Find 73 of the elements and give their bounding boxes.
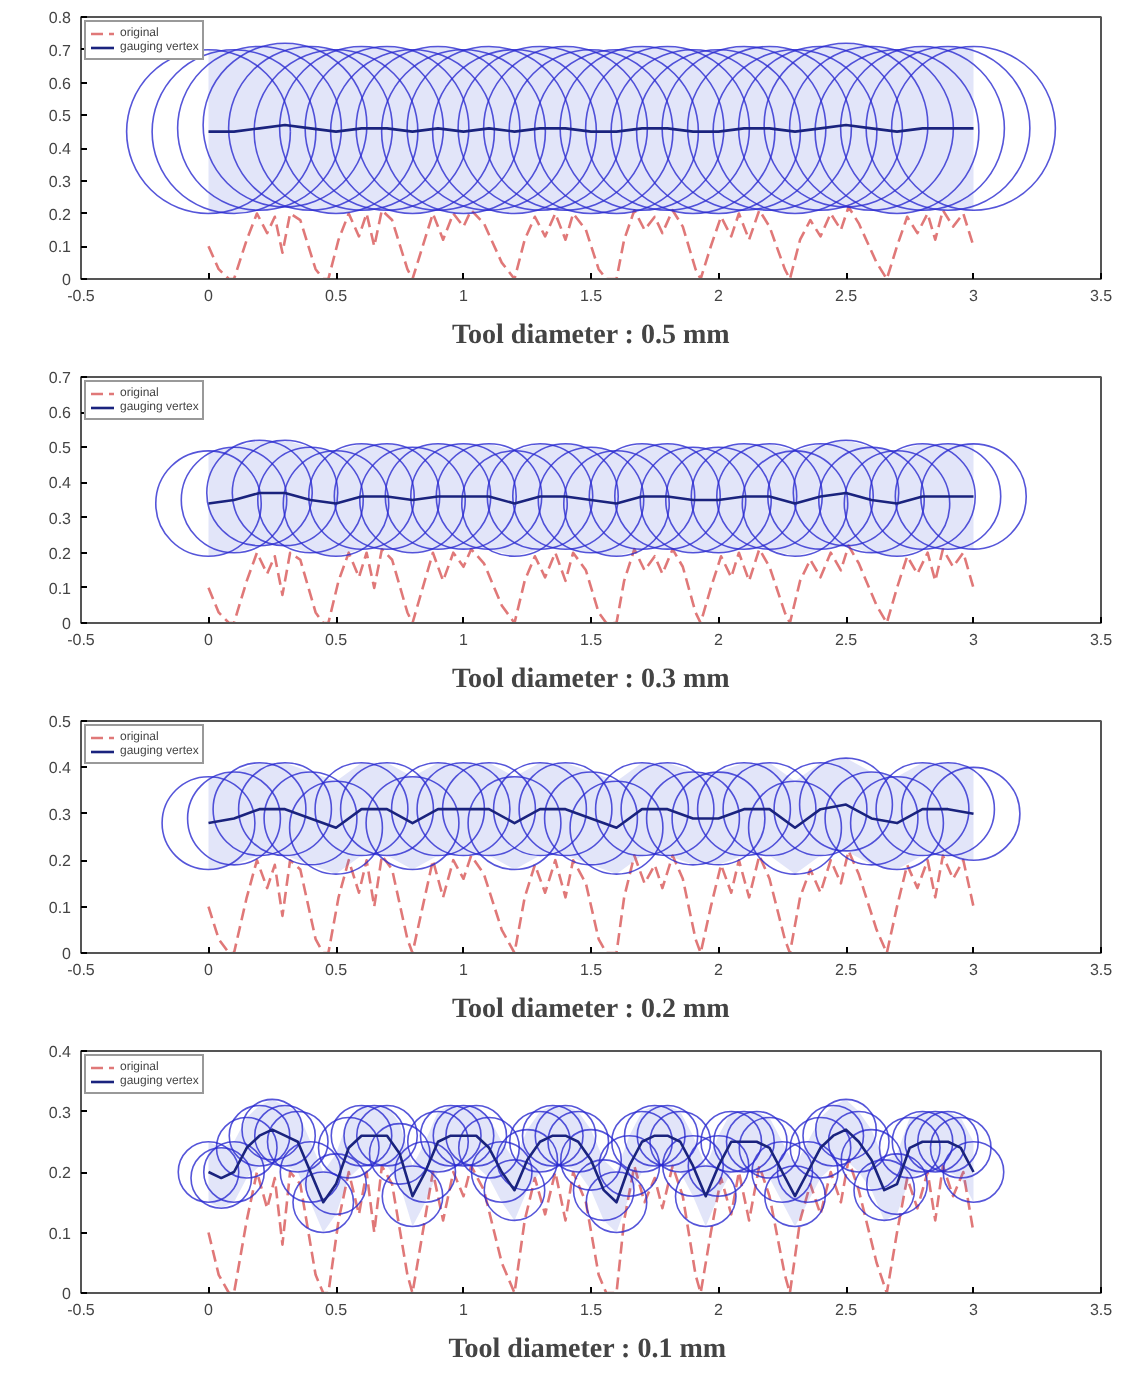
x-tick-label: 0.5 xyxy=(324,631,349,649)
x-tick-label: 3.5 xyxy=(1089,287,1114,305)
y-tick-label: 0.4 xyxy=(48,140,73,158)
y-tick-label: 0 xyxy=(62,945,73,963)
y-tick-label: 0.6 xyxy=(48,74,73,93)
x-tick-label: 1.5 xyxy=(579,631,604,649)
x-tick-label: 3.5 xyxy=(1089,1301,1114,1319)
x-tick-label: 0.5 xyxy=(324,287,349,305)
line-series xyxy=(207,803,975,830)
x-tick-label: 2.5 xyxy=(834,961,859,979)
y-tick-label: 0 xyxy=(62,1285,73,1303)
y-tick-label: 0.4 xyxy=(48,474,73,493)
x-tick-label: 3 xyxy=(969,631,980,649)
x-tick-label: 3 xyxy=(969,1301,980,1319)
text: Tool diameter : 0.1 mm xyxy=(448,1335,727,1365)
y-tick-label: 0.5 xyxy=(48,439,73,458)
y-tick-label: 0 xyxy=(62,271,73,289)
text: Tool diameter : 0.2 mm xyxy=(451,995,731,1025)
x-tick-label: 2.5 xyxy=(834,287,859,305)
x-tick-label: 3.5 xyxy=(1089,961,1114,979)
y-tick-label: 0.4 xyxy=(48,759,73,778)
x-tick-label: 0.5 xyxy=(324,961,349,979)
y-tick-label: 0.3 xyxy=(48,805,73,824)
y-tick-label: 0.1 xyxy=(48,1224,73,1243)
x-tick-label: 2 xyxy=(714,961,725,979)
x-tick-label: -0.5 xyxy=(67,961,96,979)
line-series xyxy=(207,205,975,279)
x-tick-label: 2.5 xyxy=(834,631,859,649)
y-tick-label: 0.4 xyxy=(48,1043,73,1061)
x-tick-label: 0 xyxy=(204,631,215,649)
x-tick-label: 0.5 xyxy=(324,1301,349,1319)
line-series xyxy=(207,849,975,953)
x-tick-label: 2.5 xyxy=(834,1301,859,1319)
x-tick-label: 2 xyxy=(714,631,725,649)
y-tick-label: 0.1 xyxy=(48,238,73,257)
x-tick-label: 0 xyxy=(204,1301,215,1319)
y-tick-label: 0.5 xyxy=(48,713,73,731)
x-tick-label: 1 xyxy=(459,1301,470,1319)
x-tick-label: 1.5 xyxy=(579,961,604,979)
text: Tool diameter : 0.5 mm xyxy=(451,321,731,351)
x-tick-label: 3 xyxy=(969,961,980,979)
y-tick-label: 0.8 xyxy=(48,9,73,27)
x-tick-label: 0 xyxy=(204,287,215,305)
y-tick-label: 0.2 xyxy=(48,1164,73,1182)
y-tick-label: 0.3 xyxy=(48,509,73,528)
y-tick-label: 0 xyxy=(62,615,73,633)
y-tick-label: 0.2 xyxy=(48,205,73,224)
x-tick-label: 2 xyxy=(714,287,725,305)
y-tick-label: 0.7 xyxy=(48,41,73,60)
line-series xyxy=(207,1158,975,1293)
y-tick-label: 0.2 xyxy=(48,852,73,871)
y-tick-label: 0.3 xyxy=(48,1103,73,1122)
y-tick-label: 0.3 xyxy=(48,172,73,191)
x-tick-label: 1 xyxy=(459,631,470,649)
x-tick-label: 3.5 xyxy=(1089,631,1114,649)
x-tick-label: 1.5 xyxy=(579,1301,604,1319)
line-series xyxy=(207,544,975,623)
x-tick-label: 0 xyxy=(204,961,215,979)
x-tick-label: 1 xyxy=(459,961,470,979)
x-tick-label: -0.5 xyxy=(67,1301,96,1319)
x-tick-label: -0.5 xyxy=(67,287,96,305)
y-tick-label: 0.6 xyxy=(48,404,73,423)
x-tick-label: 3 xyxy=(969,287,980,305)
x-tick-label: 1.5 xyxy=(579,287,604,305)
y-tick-label: 0.2 xyxy=(48,544,73,563)
text: Tool diameter : 0.3 mm xyxy=(451,665,731,695)
y-tick-label: 0.1 xyxy=(48,579,73,598)
x-tick-label: 1 xyxy=(459,287,470,305)
x-tick-label: -0.5 xyxy=(67,631,96,649)
y-tick-label: 0.5 xyxy=(48,107,73,126)
y-tick-label: 0.7 xyxy=(48,369,73,387)
y-tick-label: 0.1 xyxy=(48,898,73,917)
x-tick-label: 2 xyxy=(714,1301,725,1319)
